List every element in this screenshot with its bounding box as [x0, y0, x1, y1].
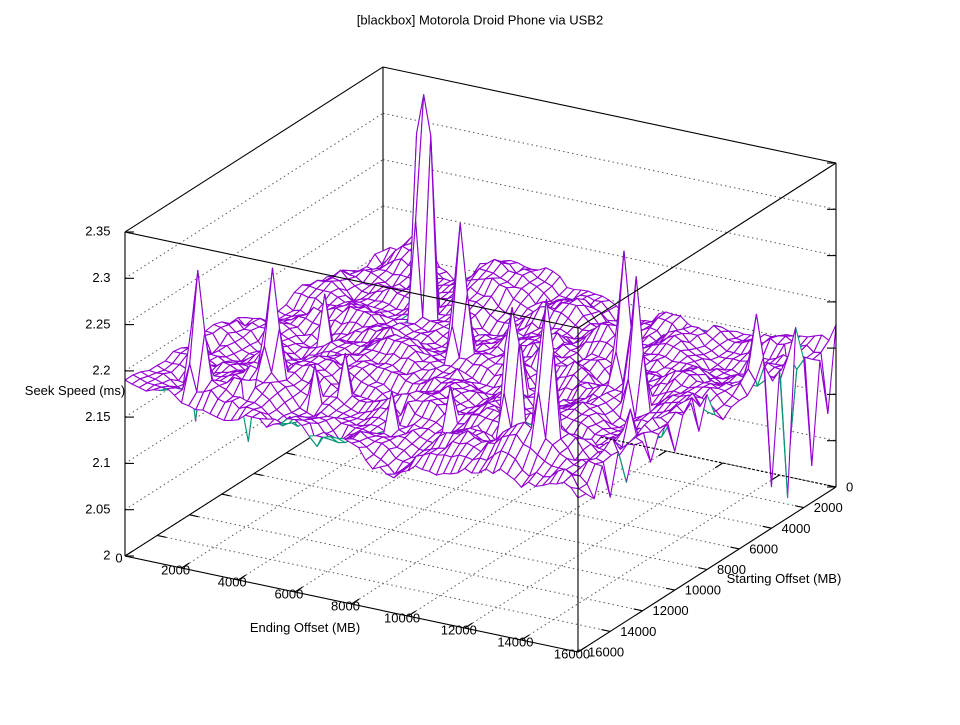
svg-text:Seek Speed (ms): Seek Speed (ms): [25, 383, 125, 398]
svg-text:2: 2: [103, 548, 110, 563]
svg-text:2.15: 2.15: [85, 409, 110, 424]
svg-text:2.1: 2.1: [92, 455, 110, 470]
svg-text:14000: 14000: [620, 624, 656, 639]
svg-text:2000: 2000: [814, 500, 843, 515]
svg-text:2000: 2000: [161, 563, 190, 578]
svg-text:8000: 8000: [717, 562, 746, 577]
svg-text:2.35: 2.35: [85, 224, 110, 239]
svg-text:Starting Offset (MB): Starting Offset (MB): [727, 571, 842, 586]
svg-text:14000: 14000: [497, 635, 533, 650]
svg-text:12000: 12000: [441, 623, 477, 638]
svg-text:0: 0: [115, 551, 122, 566]
svg-text:4000: 4000: [782, 521, 811, 536]
svg-text:2.25: 2.25: [85, 316, 110, 331]
svg-text:16000: 16000: [554, 647, 590, 662]
svg-text:2.05: 2.05: [85, 501, 110, 516]
svg-text:10000: 10000: [384, 611, 420, 626]
svg-text:16000: 16000: [588, 645, 624, 660]
svg-text:10000: 10000: [685, 583, 721, 598]
svg-text:Ending Offset (MB): Ending Offset (MB): [250, 620, 360, 635]
svg-text:12000: 12000: [653, 603, 689, 618]
svg-text:[blackbox] Motorola Droid Phon: [blackbox] Motorola Droid Phone via USB2: [357, 13, 603, 28]
svg-text:8000: 8000: [331, 599, 360, 614]
svg-text:6000: 6000: [749, 541, 778, 556]
svg-text:6000: 6000: [274, 587, 303, 602]
svg-text:4000: 4000: [218, 575, 247, 590]
svg-text:0: 0: [846, 480, 853, 495]
svg-text:2.2: 2.2: [92, 363, 110, 378]
svg-text:2.3: 2.3: [92, 270, 110, 285]
